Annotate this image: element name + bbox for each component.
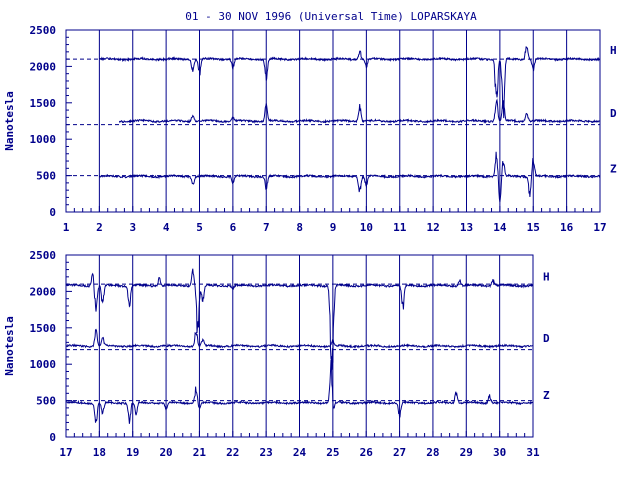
series-label-z: Z bbox=[543, 389, 550, 402]
x-tick-label: 26 bbox=[360, 446, 374, 459]
trace-d bbox=[118, 98, 600, 124]
x-tick-label: 28 bbox=[426, 446, 439, 459]
x-tick-label: 22 bbox=[226, 446, 239, 459]
x-tick-label: 15 bbox=[527, 221, 540, 234]
y-axis-label: Nanotesla bbox=[3, 316, 16, 376]
x-tick-label: 31 bbox=[526, 446, 540, 459]
x-tick-label: 3 bbox=[129, 221, 136, 234]
series-label-h: H bbox=[610, 44, 617, 57]
x-tick-label: 13 bbox=[460, 221, 473, 234]
y-axis-label: Nanotesla bbox=[3, 91, 16, 151]
x-tick-label: 11 bbox=[393, 221, 407, 234]
trace-h bbox=[99, 46, 601, 119]
trace-z bbox=[66, 359, 534, 424]
x-tick-label: 25 bbox=[326, 446, 339, 459]
y-tick-label: 0 bbox=[49, 431, 56, 444]
y-tick-label: 2500 bbox=[30, 249, 57, 262]
y-tick-label: 500 bbox=[36, 395, 56, 408]
x-tick-label: 5 bbox=[196, 221, 203, 234]
x-tick-label: 9 bbox=[330, 221, 337, 234]
x-tick-label: 18 bbox=[93, 446, 106, 459]
y-tick-label: 2000 bbox=[30, 285, 57, 298]
x-tick-label: 17 bbox=[59, 446, 72, 459]
series-label-d: D bbox=[543, 332, 550, 345]
x-tick-label: 12 bbox=[427, 221, 440, 234]
panel-bottom: 17 18 19 20 21 22 23 24 25 26 27 28 29 30 31 0 500 1000 15… bbox=[3, 249, 550, 459]
x-tick-label: 29 bbox=[460, 446, 473, 459]
y-tick-label: 1000 bbox=[30, 358, 57, 371]
x-tick-label: 27 bbox=[393, 446, 406, 459]
x-tick-label: 4 bbox=[163, 221, 170, 234]
x-tick-label: 14 bbox=[493, 221, 507, 234]
x-tick-label: 2 bbox=[96, 221, 103, 234]
series-label-z: Z bbox=[610, 162, 617, 175]
y-tick-label: 2500 bbox=[30, 24, 57, 37]
x-tick-label: 30 bbox=[493, 446, 506, 459]
series-label-d: D bbox=[610, 107, 617, 120]
trace-z bbox=[98, 151, 601, 203]
x-tick-label: 6 bbox=[230, 221, 237, 234]
y-tick-label: 1500 bbox=[30, 97, 57, 110]
x-tick-label: 16 bbox=[560, 221, 574, 234]
panel-top: 1 2 3 4 5 6 7 8 9 10 11 12 13 14 15 16 17050010001500200… bbox=[3, 24, 617, 234]
x-tick-label: 23 bbox=[260, 446, 273, 459]
chart-title: 01 - 30 NOV 1996 (Universal Time) LOPARS… bbox=[185, 10, 477, 23]
y-tick-label: 1000 bbox=[30, 133, 57, 146]
x-tick-label: 1 bbox=[63, 221, 70, 234]
trace-d bbox=[65, 328, 534, 349]
x-tick-label: 24 bbox=[293, 446, 307, 459]
series-label-h: H bbox=[543, 271, 550, 284]
x-tick-label: 7 bbox=[263, 221, 270, 234]
x-tick-label: 19 bbox=[126, 446, 139, 459]
x-tick-label: 17 bbox=[593, 221, 606, 234]
trace-h bbox=[65, 268, 534, 370]
x-tick-label: 10 bbox=[360, 221, 373, 234]
y-tick-label: 500 bbox=[36, 170, 56, 183]
y-tick-label: 2000 bbox=[30, 60, 57, 73]
x-tick-label: 20 bbox=[159, 446, 172, 459]
x-tick-label: 21 bbox=[193, 446, 207, 459]
y-tick-label: 1500 bbox=[30, 322, 57, 335]
x-tick-label: 8 bbox=[296, 221, 303, 234]
y-tick-label: 0 bbox=[49, 206, 56, 219]
